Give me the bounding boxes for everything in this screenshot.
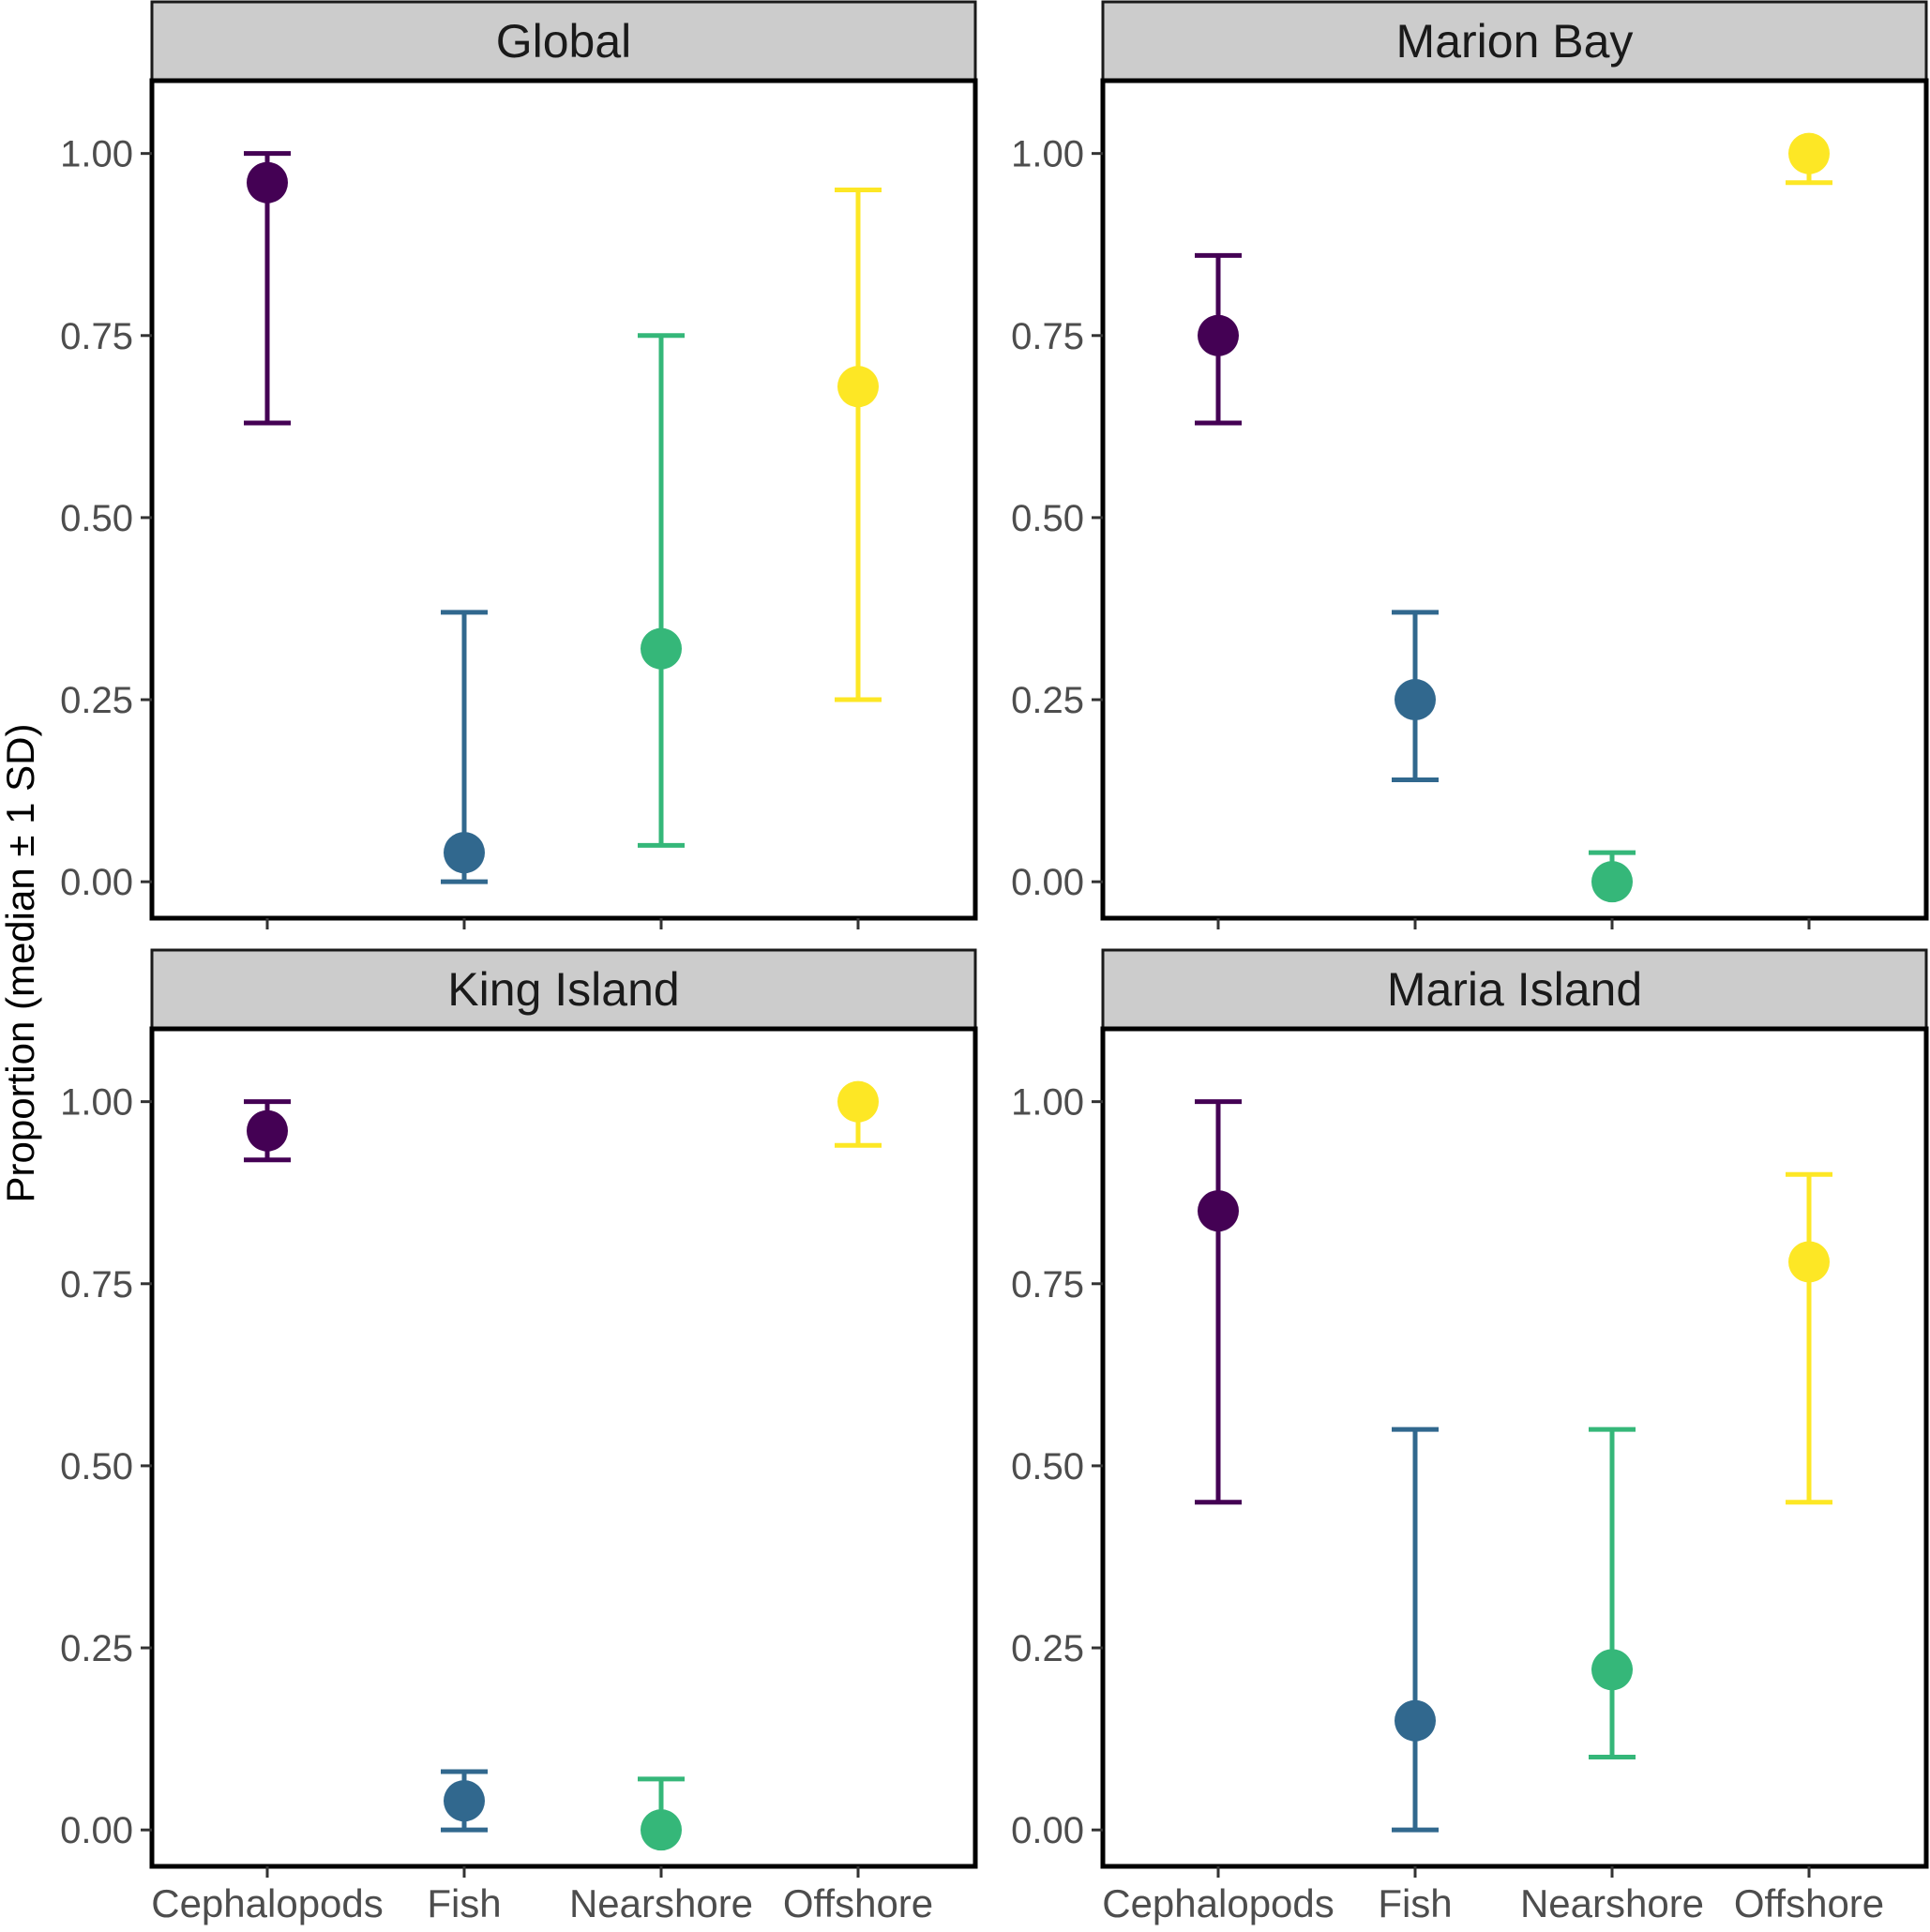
y-tick-label: 1.00 <box>1011 1082 1084 1124</box>
y-tick-label: 0.50 <box>60 498 133 539</box>
y-tick-label: 0.00 <box>60 862 133 903</box>
facet-title: Maria Island <box>1387 963 1642 1016</box>
y-tick-label: 1.00 <box>60 1082 133 1124</box>
y-tick-label: 0.75 <box>1011 316 1084 357</box>
median-point <box>1395 1699 1436 1742</box>
facet-strip <box>1101 948 1928 1031</box>
median-point <box>247 161 288 204</box>
x-tick-label: Offshore <box>1734 1881 1884 1925</box>
median-point <box>247 1109 288 1152</box>
median-point <box>444 832 485 874</box>
median-point <box>837 1080 879 1123</box>
median-point <box>1198 314 1239 356</box>
facet-strip <box>150 0 977 83</box>
x-tick-label: Cephalopods <box>1102 1881 1334 1925</box>
x-tick-label: Fish <box>1378 1881 1452 1925</box>
facet-title: King Island <box>447 963 679 1016</box>
median-point <box>641 1809 682 1851</box>
facet-title: Global <box>496 15 632 68</box>
y-tick-label: 0.00 <box>1011 1810 1084 1851</box>
median-point <box>444 1780 485 1822</box>
facet-strip <box>150 948 977 1031</box>
median-point <box>1591 1649 1633 1691</box>
y-tick-label: 0.50 <box>60 1446 133 1487</box>
y-tick-label: 1.00 <box>1011 134 1084 175</box>
median-point <box>641 627 682 670</box>
median-point <box>1395 679 1436 721</box>
y-tick-label: 0.25 <box>60 680 133 721</box>
y-tick-label: 0.00 <box>60 1810 133 1851</box>
y-tick-label: 1.00 <box>60 134 133 175</box>
y-tick-label: 0.25 <box>1011 680 1084 721</box>
y-tick-label: 0.50 <box>1011 498 1084 539</box>
median-point <box>1788 132 1830 174</box>
facet-title: Marion Bay <box>1396 15 1634 68</box>
y-tick-label: 0.25 <box>60 1628 133 1669</box>
y-tick-label: 0.75 <box>60 1264 133 1306</box>
y-tick-label: 0.25 <box>1011 1628 1084 1669</box>
median-point <box>1198 1190 1239 1232</box>
median-point <box>1788 1241 1830 1283</box>
y-tick-label: 0.50 <box>1011 1446 1084 1487</box>
y-tick-label: 0.75 <box>1011 1264 1084 1306</box>
panel-border <box>149 1026 978 1869</box>
y-axis-title: Proportion (median ± 1 SD) <box>0 724 42 1203</box>
x-tick-label: Offshore <box>783 1881 933 1925</box>
x-tick-label: Nearshore <box>1520 1881 1704 1925</box>
x-tick-label: Fish <box>427 1881 501 1925</box>
median-point <box>837 366 879 408</box>
y-tick-label: 0.00 <box>1011 862 1084 903</box>
panel-border <box>1100 78 1929 921</box>
panel-border <box>149 78 978 921</box>
x-tick-label: Nearshore <box>569 1881 753 1925</box>
median-point <box>1591 861 1633 903</box>
x-tick-label: Cephalopods <box>151 1881 384 1925</box>
y-tick-label: 0.75 <box>60 316 133 357</box>
panel-border <box>1100 1026 1929 1869</box>
facet-strip <box>1101 0 1928 83</box>
